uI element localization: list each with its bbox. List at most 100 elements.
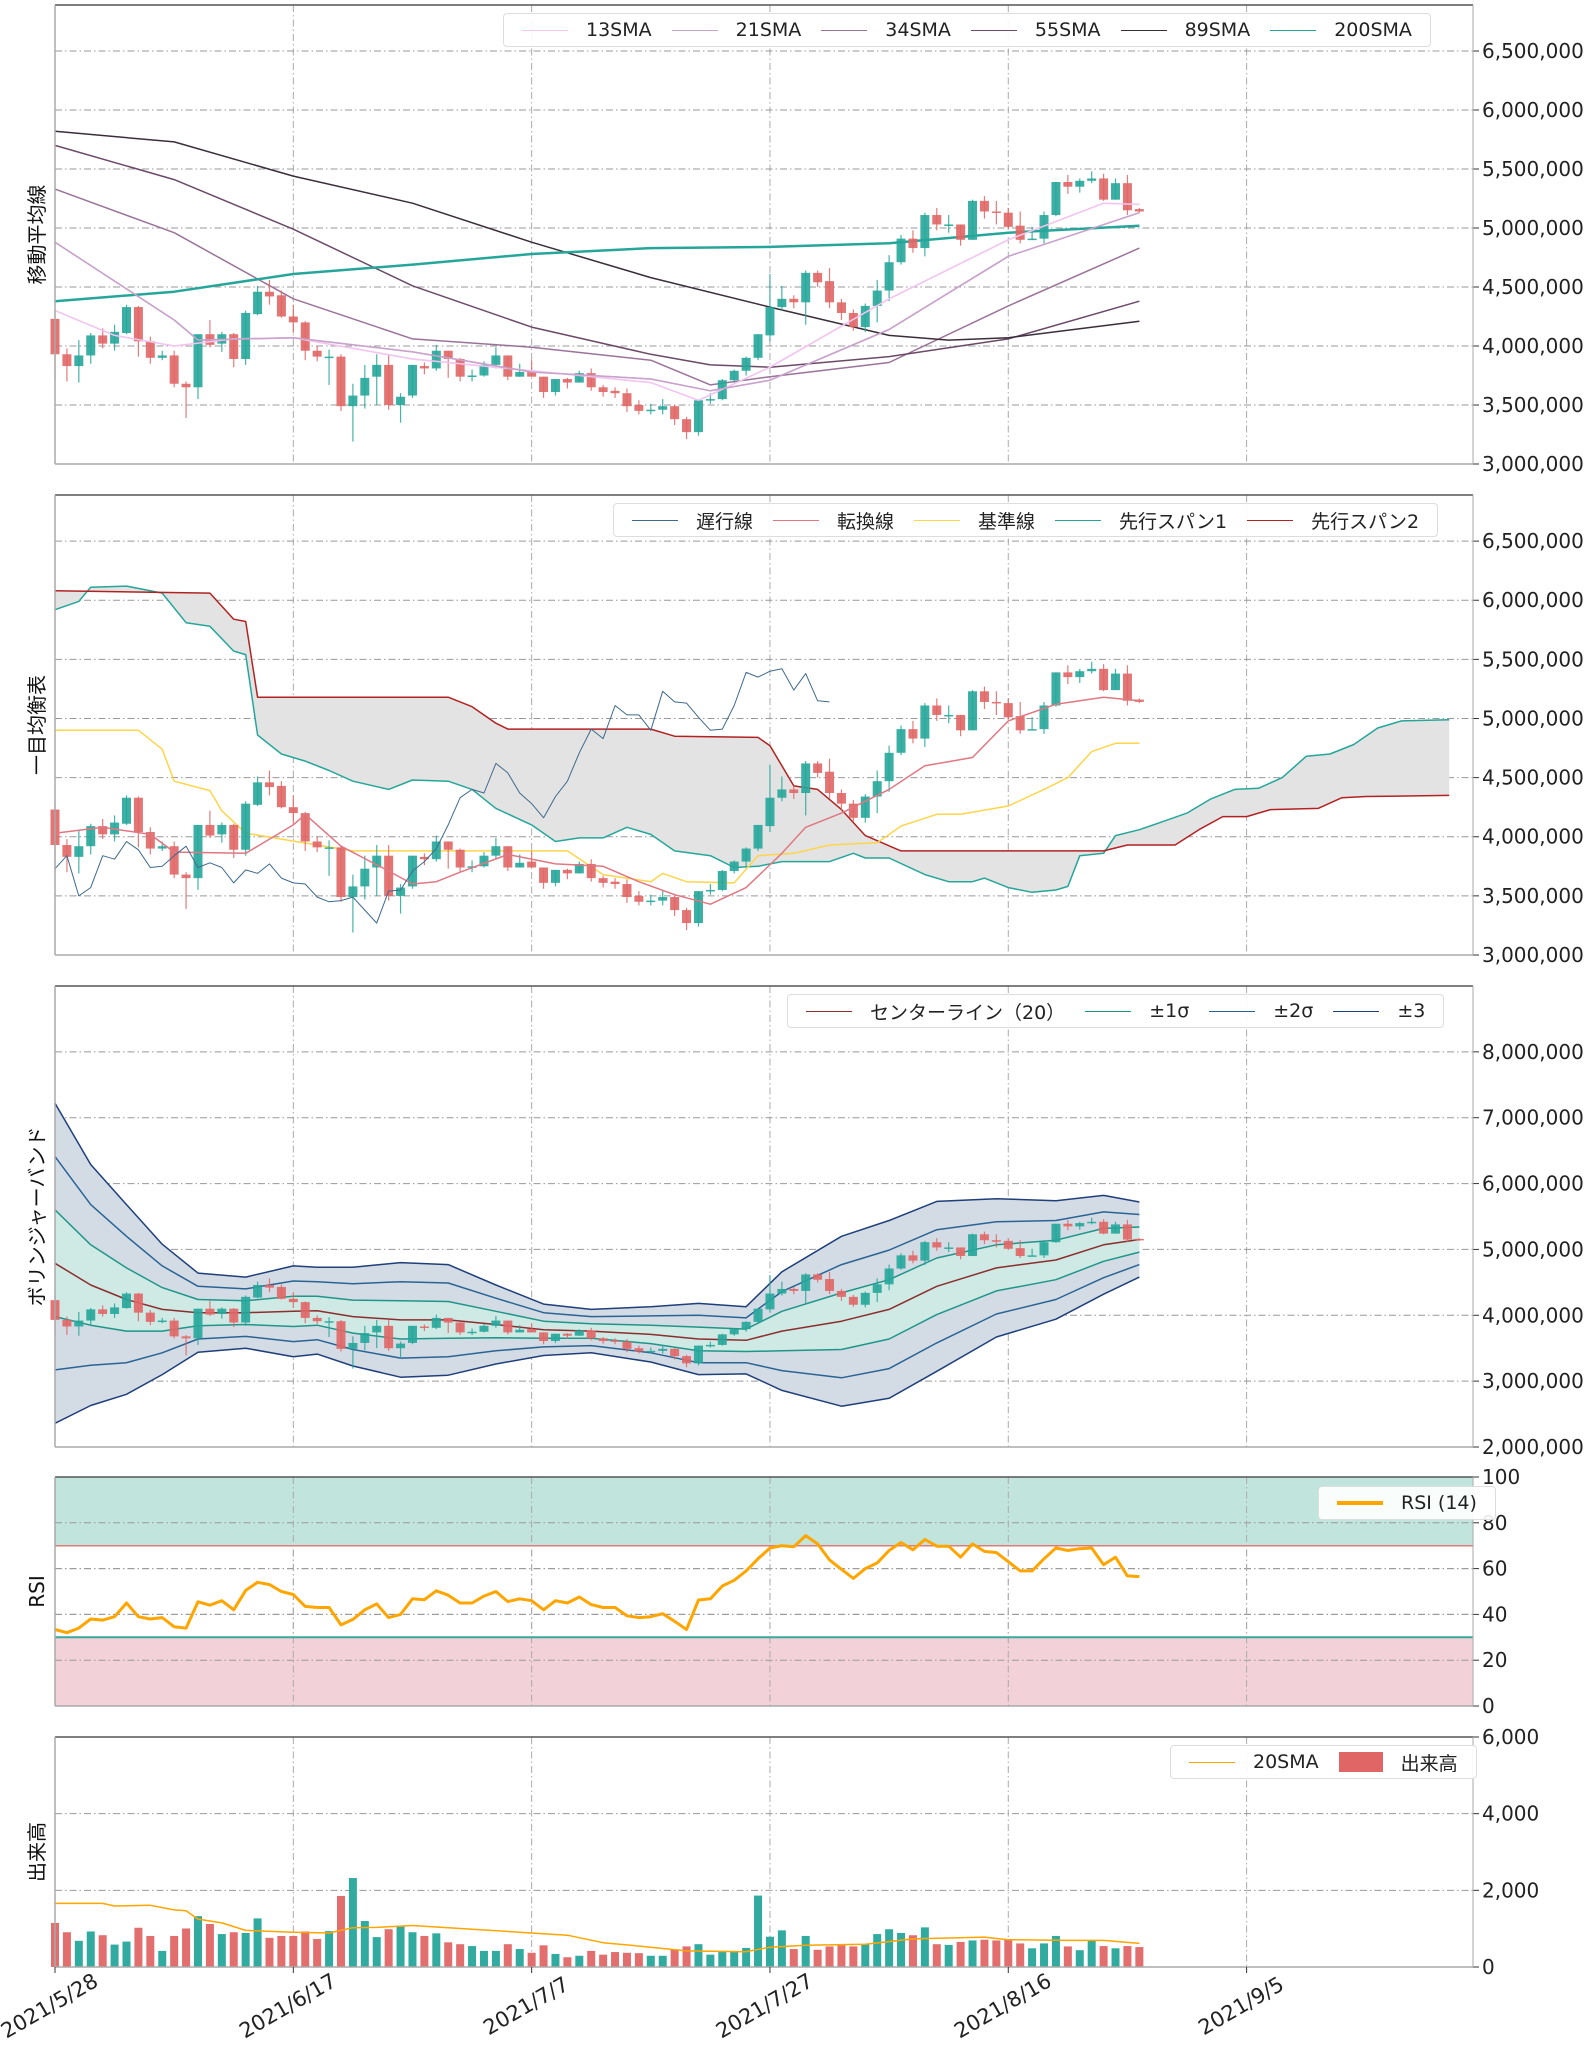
- candle-body: [241, 1296, 251, 1323]
- candle-body: [777, 298, 787, 308]
- candle-body: [610, 881, 620, 885]
- candle: [944, 705, 954, 724]
- legend-label: 34SMA: [885, 19, 951, 41]
- candle: [550, 379, 560, 396]
- candle-body: [241, 803, 251, 850]
- candle: [360, 855, 370, 900]
- candle-body: [503, 355, 513, 377]
- volume-bar: [706, 1954, 715, 1967]
- candle-body: [217, 824, 227, 835]
- candle-body: [515, 1329, 525, 1333]
- volume-bar: [62, 1932, 71, 1967]
- candle: [253, 776, 263, 807]
- candle-body: [634, 405, 644, 411]
- candle: [1111, 1221, 1121, 1234]
- legend-label: ±2σ: [1273, 1000, 1314, 1022]
- candle: [765, 274, 775, 342]
- candle-body: [622, 1341, 632, 1349]
- candle-body: [1075, 671, 1085, 678]
- candle: [813, 1273, 823, 1283]
- candle-body: [670, 406, 680, 420]
- candle: [229, 1308, 239, 1328]
- candle: [1027, 226, 1037, 241]
- legend-label: センターライン（20）: [870, 1001, 1066, 1024]
- legend-swatch-box: [1338, 1752, 1383, 1772]
- candle-body: [312, 841, 322, 848]
- candle: [968, 199, 978, 240]
- candle-body: [110, 331, 120, 344]
- candle-body: [336, 1321, 346, 1349]
- candle: [169, 841, 179, 879]
- volume-bar: [1004, 1939, 1013, 1967]
- candle-body: [1051, 1223, 1061, 1243]
- candle-body: [276, 785, 286, 808]
- candle-body: [312, 350, 322, 357]
- candle: [407, 364, 417, 398]
- candle-body: [979, 1234, 989, 1241]
- y-tick-label: 3,000,000: [1482, 1369, 1584, 1393]
- volume-bar: [182, 1928, 191, 1967]
- candle-body: [693, 891, 703, 924]
- candle-body: [932, 705, 942, 715]
- candle-body: [229, 1308, 239, 1323]
- candle-body: [717, 1334, 727, 1345]
- volume-bar: [634, 1953, 643, 1967]
- candle-body: [74, 355, 84, 367]
- candle-body: [860, 796, 870, 818]
- volume-bar: [813, 1949, 822, 1967]
- candle: [1134, 207, 1144, 213]
- candle-body: [550, 379, 560, 393]
- candle: [574, 370, 584, 383]
- candle-body: [1027, 238, 1037, 241]
- candle-body: [372, 855, 382, 868]
- candle: [968, 690, 978, 731]
- candle-body: [181, 383, 191, 388]
- candle: [110, 324, 120, 351]
- volume-bar: [837, 1945, 846, 1967]
- overbought-zone: [55, 1477, 1473, 1546]
- candle: [622, 388, 632, 413]
- candle-body: [515, 371, 525, 377]
- candle: [610, 387, 620, 398]
- y-axis-label: 移動平均線: [25, 185, 49, 285]
- legend-label: 55SMA: [1034, 19, 1101, 41]
- volume-bar: [491, 1950, 500, 1967]
- legend-ichimoku: 遅行線 転換線 基準線 先行スパン1 先行スパン2: [613, 503, 1439, 537]
- candle-body: [944, 224, 954, 226]
- candle: [622, 1338, 632, 1353]
- candle: [920, 703, 930, 747]
- volume-bar: [74, 1940, 83, 1967]
- candle: [217, 822, 227, 843]
- candle-body: [229, 824, 239, 850]
- candle: [860, 1291, 870, 1308]
- candle: [360, 364, 370, 409]
- candle-body: [276, 295, 286, 317]
- candle-body: [872, 781, 882, 797]
- candle: [562, 868, 572, 880]
- y-tick-label: 5,500,000: [1482, 157, 1584, 181]
- panel-0: 3,000,000 3,500,000 4,000,000 4,500,000 5,00…: [25, 4, 1584, 476]
- candle-body: [241, 312, 251, 359]
- candle: [848, 1294, 858, 1307]
- candle-body: [181, 1336, 191, 1339]
- candle-body: [1087, 668, 1097, 672]
- volume-bar: [920, 1927, 929, 1967]
- y-tick-label: 5,000,000: [1482, 1237, 1584, 1261]
- candle: [264, 279, 274, 305]
- candle: [813, 270, 823, 288]
- candle-body: [467, 375, 477, 378]
- candle-body: [372, 1325, 382, 1333]
- volume-bar: [825, 1946, 834, 1967]
- candle-body: [1122, 183, 1132, 211]
- legend-entry: 転換線: [773, 507, 894, 534]
- candle-body: [705, 1344, 715, 1347]
- candle-body: [1134, 1238, 1144, 1241]
- candle-body: [300, 322, 310, 351]
- candle: [920, 212, 930, 257]
- candle-body: [1075, 1223, 1085, 1227]
- candle: [598, 384, 608, 397]
- x-tick-label: 2021/9/5: [1194, 1972, 1288, 2040]
- candle: [324, 840, 334, 876]
- candle: [1039, 1240, 1049, 1258]
- candle-body: [682, 1356, 692, 1364]
